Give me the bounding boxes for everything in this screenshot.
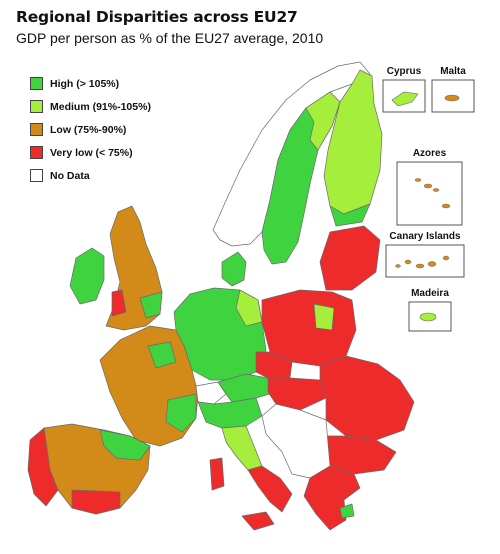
legend-item-high: High (> 105%)	[30, 72, 151, 95]
legend: High (> 105%) Medium (91%-105%) Low (75%…	[30, 72, 151, 187]
region-balkans	[261, 403, 331, 479]
legend-swatch-no-data	[30, 169, 43, 182]
legend-label-medium: Medium (91%-105%)	[50, 100, 151, 113]
region-central-italy	[221, 425, 263, 471]
legend-swatch-low	[30, 123, 43, 136]
region-spain-south	[71, 489, 121, 515]
region-sardinia	[209, 457, 225, 491]
region-athens	[339, 503, 355, 519]
legend-label-no-data: No Data	[50, 169, 90, 182]
inset-azores-shapes	[414, 178, 451, 209]
region-warsaw	[313, 303, 335, 331]
region-wales	[111, 289, 127, 317]
inset-label-azores: Azores	[412, 148, 447, 159]
inset-cyprus-shape	[391, 91, 419, 107]
inset-madeira-shape	[419, 312, 437, 322]
legend-swatch-medium	[30, 100, 43, 113]
inset-canary-shapes	[395, 255, 450, 269]
region-sicily	[241, 511, 275, 531]
region-south-italy	[247, 465, 293, 513]
legend-swatch-high	[30, 77, 43, 90]
region-finland	[323, 69, 383, 215]
inset-label-malta: Malta	[440, 66, 466, 77]
region-ireland	[69, 247, 105, 305]
region-paris	[147, 341, 177, 369]
region-hungary	[267, 377, 327, 411]
region-germany-east	[235, 289, 263, 327]
region-spain-north	[99, 429, 151, 461]
inset-label-canary: Canary Islands	[389, 231, 461, 242]
inset-label-madeira: Madeira	[411, 288, 449, 299]
region-romania	[319, 355, 415, 441]
map-subtitle: GDP per person as % of the EU27 average,…	[16, 30, 324, 46]
map-title: Regional Disparities across EU27	[16, 8, 298, 26]
region-baltics	[319, 225, 381, 291]
legend-item-very-low: Very low (< 75%)	[30, 141, 151, 164]
region-austria	[217, 373, 277, 403]
region-sweden-north	[305, 91, 341, 151]
region-switzerland	[195, 381, 227, 405]
legend-label-high: High (> 105%)	[50, 77, 120, 90]
legend-label-low: Low (75%-90%)	[50, 123, 127, 136]
region-norway	[212, 61, 371, 247]
legend-item-medium: Medium (91%-105%)	[30, 95, 151, 118]
legend-label-very-low: Very low (< 75%)	[50, 146, 133, 159]
legend-item-low: Low (75%-90%)	[30, 118, 151, 141]
inset-box-canary	[385, 244, 465, 278]
region-finland-south	[329, 203, 371, 227]
inset-malta-shape	[444, 94, 460, 102]
legend-item-no-data: No Data	[30, 164, 151, 187]
region-france-southeast	[165, 393, 197, 433]
region-portugal	[27, 427, 59, 507]
inset-box-azores	[396, 161, 463, 226]
region-london	[139, 291, 163, 319]
region-denmark	[221, 251, 247, 287]
inset-label-cyprus: Cyprus	[386, 66, 422, 77]
legend-swatch-very-low	[30, 146, 43, 159]
